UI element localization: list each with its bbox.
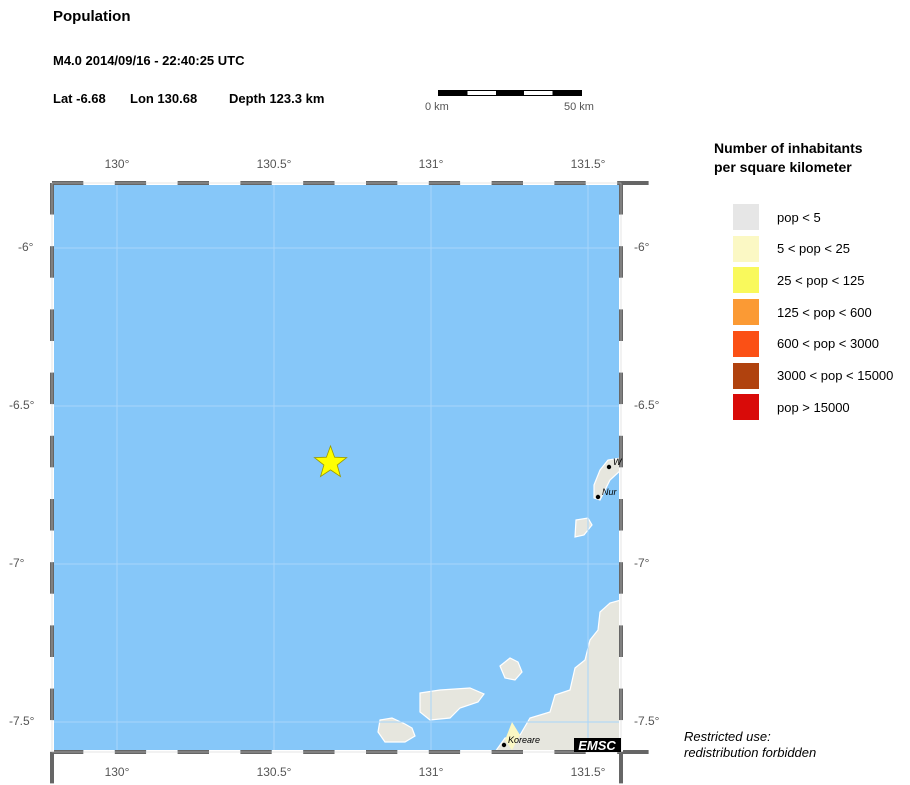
legend-swatch: [733, 362, 759, 389]
land-area: [593, 457, 622, 501]
place-label: Nur: [602, 487, 618, 497]
land-area: [493, 599, 622, 753]
scale-end: 50 km: [564, 101, 594, 113]
legend-swatch: [733, 394, 759, 421]
emsc-logo-text: EMSC: [578, 738, 616, 753]
event-depth: Depth 123.3 km: [229, 91, 325, 106]
legend-label: 25 < pop < 125: [777, 272, 865, 288]
legend-title-2: per square kilometer: [714, 159, 852, 175]
scale-start: 0 km: [425, 101, 449, 113]
restricted-note: Restricted use: redistribution forbidden: [684, 729, 816, 761]
legend-label: 125 < pop < 600: [777, 304, 872, 320]
axis-tick-label: -6.5°: [634, 398, 660, 412]
legend-item: pop < 5: [733, 204, 821, 230]
axis-tick-label: 130°: [104, 157, 130, 171]
map[interactable]: W Nur Koreare EMSC: [0, 0, 690, 785]
legend-label: 5 < pop < 25: [777, 241, 851, 257]
event-lat: Lat -6.68: [53, 91, 106, 106]
legend-swatch: [733, 204, 759, 230]
legend-title-1: Number of inhabitants: [714, 140, 863, 156]
legend-label: 3000 < pop < 15000: [777, 368, 894, 383]
place-label: Koreare: [508, 735, 540, 745]
legend-item: 25 < pop < 125: [733, 267, 865, 294]
legend-label: 600 < pop < 3000: [777, 336, 879, 352]
axis-tick-label: 131°: [418, 765, 444, 779]
land-area: [419, 687, 485, 721]
land-area: [377, 717, 416, 743]
legend-item: 600 < pop < 3000: [733, 330, 879, 357]
event-info: M4.0 2014/09/16 - 22:40:25 UTC: [53, 53, 245, 68]
scale-bar: [438, 90, 582, 96]
emsc-logo: [574, 738, 621, 752]
map-title: Population: [53, 8, 131, 25]
axis-tick-label: -6.5°: [9, 398, 35, 412]
axis-tick-label: 130.5°: [256, 157, 292, 171]
note-line2: redistribution forbidden: [684, 745, 817, 760]
frame-segment: [619, 751, 623, 784]
place-dot: [501, 742, 507, 748]
legend-item: pop > 15000: [733, 394, 850, 421]
map-frame: [51, 182, 622, 753]
legend-swatch: [733, 299, 759, 326]
legend-swatch: [733, 267, 759, 294]
axis-tick-label: -7°: [9, 556, 25, 570]
axis-tick-label: 130.5°: [256, 765, 292, 779]
place-dot: [606, 464, 612, 470]
place-dot: [595, 494, 601, 500]
frame-segment: [50, 751, 54, 784]
legend-label: pop < 5: [777, 209, 821, 225]
note-line1: Restricted use:: [684, 729, 771, 744]
legend-swatch: [733, 235, 759, 262]
legend-title: Number of inhabitants per square kilomete…: [714, 139, 863, 177]
epicenter-star-icon: [313, 444, 348, 478]
axis-tick-label: 131.5°: [570, 157, 606, 171]
legend-label: pop > 15000: [777, 399, 850, 415]
axis-tick-label: 131°: [418, 157, 444, 171]
frame-segment: [617, 181, 649, 185]
land-area: [499, 657, 523, 681]
axis-tick-label: -7°: [634, 556, 650, 570]
axis-tick-label: -6°: [18, 240, 34, 254]
axis-tick-label: -7.5°: [9, 714, 35, 728]
axis-tick-label: -6°: [634, 240, 650, 254]
legend-item: 3000 < pop < 15000: [733, 362, 894, 389]
axis-tick-label: 131.5°: [570, 765, 606, 779]
legend-item: 5 < pop < 25: [733, 235, 851, 262]
legend-item: 125 < pop < 600: [733, 299, 872, 326]
axis-tick-label: 130°: [104, 765, 130, 779]
legend-swatch: [733, 330, 759, 357]
axis-tick-label: -7.5°: [634, 714, 660, 728]
frame-segment: [617, 750, 649, 754]
place-label: W: [613, 457, 623, 467]
populated-area: [505, 722, 520, 750]
event-lon: Lon 130.68: [130, 91, 198, 106]
